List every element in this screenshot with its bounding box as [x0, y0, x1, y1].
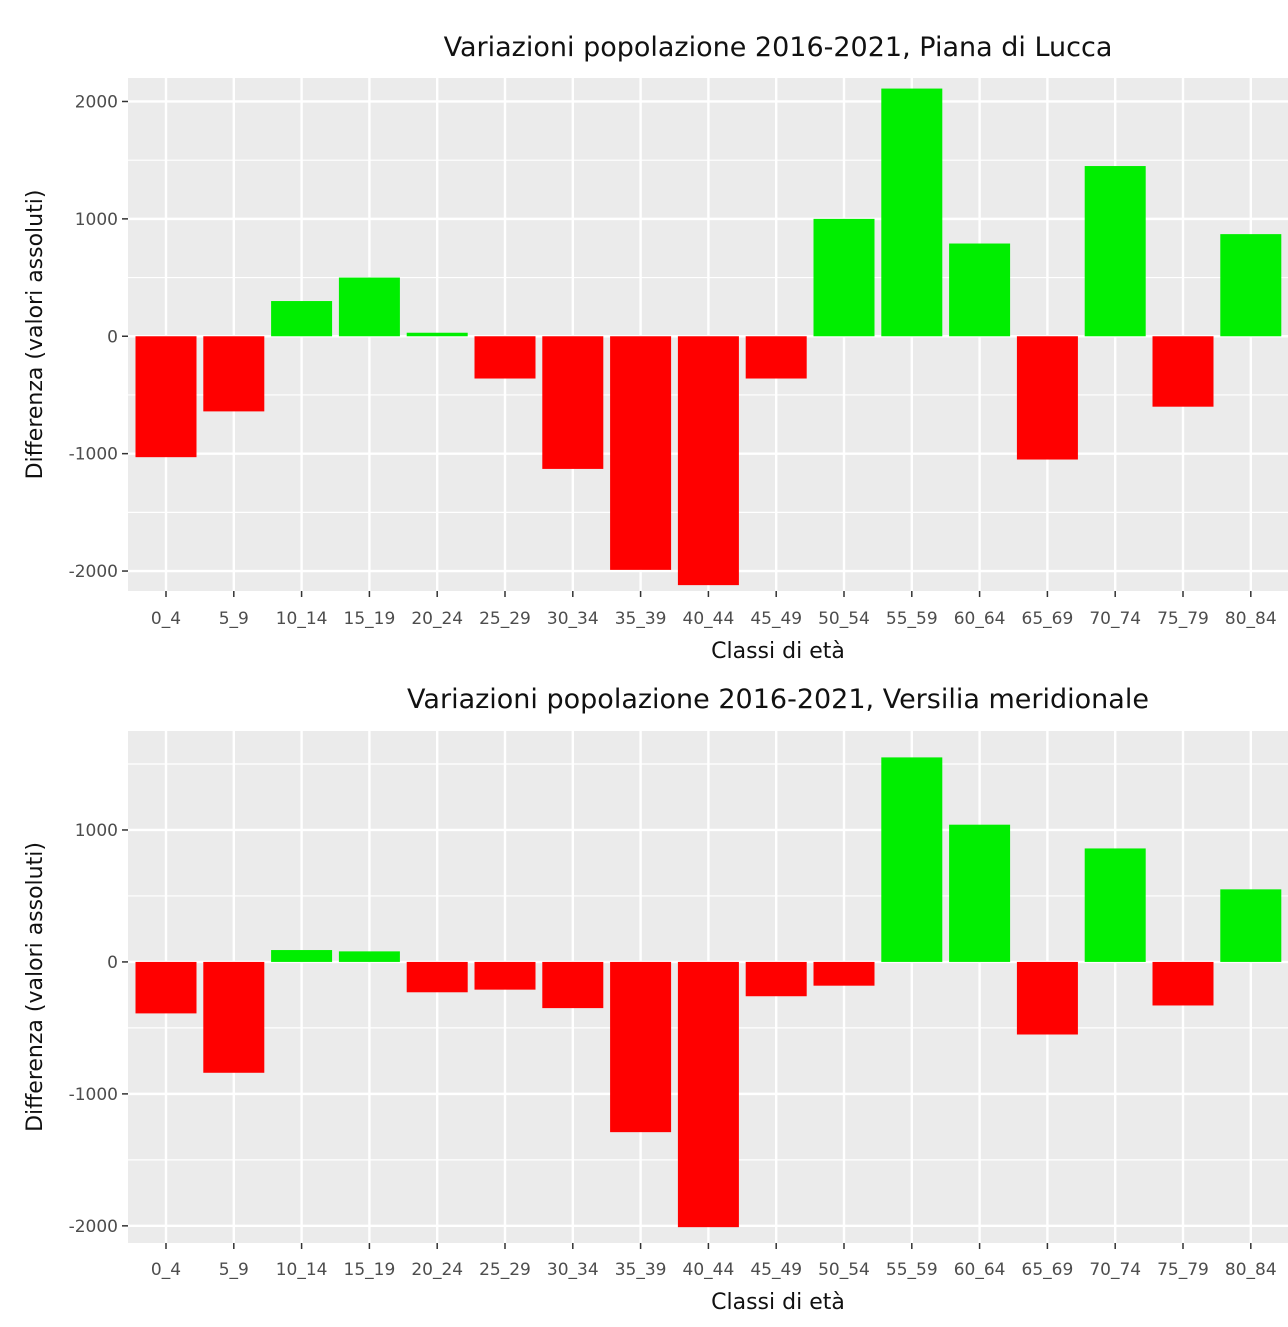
x-tick-label: 50_54 [818, 609, 870, 629]
bar-80_84 [1220, 234, 1282, 337]
bar-30_34 [542, 336, 604, 469]
x-axis-title: Classi di età [711, 1290, 845, 1315]
x-tick-label: 30_34 [547, 609, 599, 629]
x-tick-label: 5_9 [219, 1260, 249, 1280]
bar-55_59 [881, 757, 943, 962]
x-tick-label: 75_79 [1157, 1260, 1209, 1280]
x-tick-label: 0_4 [151, 1260, 181, 1280]
bar-50_54 [813, 961, 875, 986]
y-tick-label: -2000 [69, 562, 118, 582]
x-tick-label: 35_39 [615, 609, 667, 629]
bar-10_14 [271, 950, 333, 962]
y-axis-title: Differenza (valori assoluti) [23, 190, 48, 480]
bar-65_69 [1016, 961, 1078, 1035]
x-tick-label: 55_59 [886, 1260, 938, 1280]
bar-35_39 [610, 336, 672, 570]
y-tick-label: 0 [107, 953, 118, 973]
bar-60_64 [949, 243, 1011, 337]
x-tick-label: 30_34 [547, 1260, 599, 1280]
chart-title: Variazioni popolazione 2016-2021, Piana … [444, 32, 1113, 63]
bar-75_79 [1152, 336, 1214, 407]
x-tick-label: 75_79 [1157, 609, 1209, 629]
bar-5_9 [203, 961, 265, 1073]
bar-45_49 [745, 336, 807, 379]
x-tick-label: 35_39 [615, 1260, 667, 1280]
x-tick-label: 10_14 [276, 609, 328, 629]
bar-35_39 [610, 961, 672, 1133]
y-tick-label: -1000 [69, 445, 118, 465]
bar-65_69 [1016, 336, 1078, 460]
x-tick-label: 60_64 [954, 1260, 1006, 1280]
x-tick-label: 40_44 [683, 1260, 735, 1280]
bar-25_29 [474, 336, 536, 379]
bar-20_24 [406, 332, 468, 337]
x-tick-label: 15_19 [344, 609, 396, 629]
x-tick-label: 20_24 [411, 1260, 463, 1280]
x-tick-label: 25_29 [479, 609, 531, 629]
bar-25_29 [474, 961, 536, 990]
bar-15_19 [338, 951, 400, 962]
bar-30_34 [542, 961, 604, 1009]
bar-45_49 [745, 961, 807, 997]
x-tick-label: 20_24 [411, 609, 463, 629]
x-tick-label: 10_14 [276, 1260, 328, 1280]
chart-title: Variazioni popolazione 2016-2021, Versil… [407, 684, 1149, 715]
bar-10_14 [271, 301, 333, 337]
x-tick-label: 0_4 [151, 609, 181, 629]
x-axis-title: Classi di età [711, 639, 845, 664]
bar-60_64 [949, 824, 1011, 962]
x-tick-label: 45_49 [750, 609, 802, 629]
bar-20_24 [406, 961, 468, 993]
x-tick-label: 70_74 [1089, 609, 1141, 629]
bar-75_79 [1152, 961, 1214, 1006]
x-tick-label: 25_29 [479, 1260, 531, 1280]
bar-5_9 [203, 336, 265, 412]
bar-55_59 [881, 88, 943, 337]
x-tick-label: 15_19 [344, 1260, 396, 1280]
x-tick-label: 80_84 [1225, 609, 1277, 629]
bar-80_84 [1220, 889, 1282, 962]
x-tick-label: 40_44 [683, 609, 735, 629]
x-tick-label: 55_59 [886, 609, 938, 629]
bar-50_54 [813, 218, 875, 337]
bar-0_4 [135, 961, 197, 1014]
y-tick-label: -1000 [69, 1085, 118, 1105]
y-axis-title: Differenza (valori assoluti) [23, 842, 48, 1132]
x-tick-label: 80_84 [1225, 1260, 1277, 1280]
y-tick-label: 0 [107, 327, 118, 347]
bar-40_44 [677, 961, 739, 1228]
bar-70_74 [1084, 848, 1146, 962]
x-tick-label: 50_54 [818, 1260, 870, 1280]
y-tick-label: 2000 [75, 92, 118, 112]
x-tick-label: 60_64 [954, 609, 1006, 629]
bar-40_44 [677, 336, 739, 586]
x-tick-label: 70_74 [1089, 1260, 1141, 1280]
y-tick-label: 1000 [75, 210, 118, 230]
y-tick-label: 1000 [75, 821, 118, 841]
y-tick-label: -2000 [69, 1217, 118, 1237]
x-tick-label: 65_69 [1022, 1260, 1074, 1280]
chart-panel-1: Variazioni popolazione 2016-2021, Piana … [23, 32, 1288, 664]
x-tick-label: 65_69 [1022, 609, 1074, 629]
bar-0_4 [135, 336, 197, 458]
bar-15_19 [338, 277, 400, 337]
x-tick-label: 45_49 [750, 1260, 802, 1280]
bar-70_74 [1084, 166, 1146, 337]
x-tick-label: 5_9 [219, 609, 249, 629]
chart-panel-2: Variazioni popolazione 2016-2021, Versil… [23, 684, 1288, 1315]
